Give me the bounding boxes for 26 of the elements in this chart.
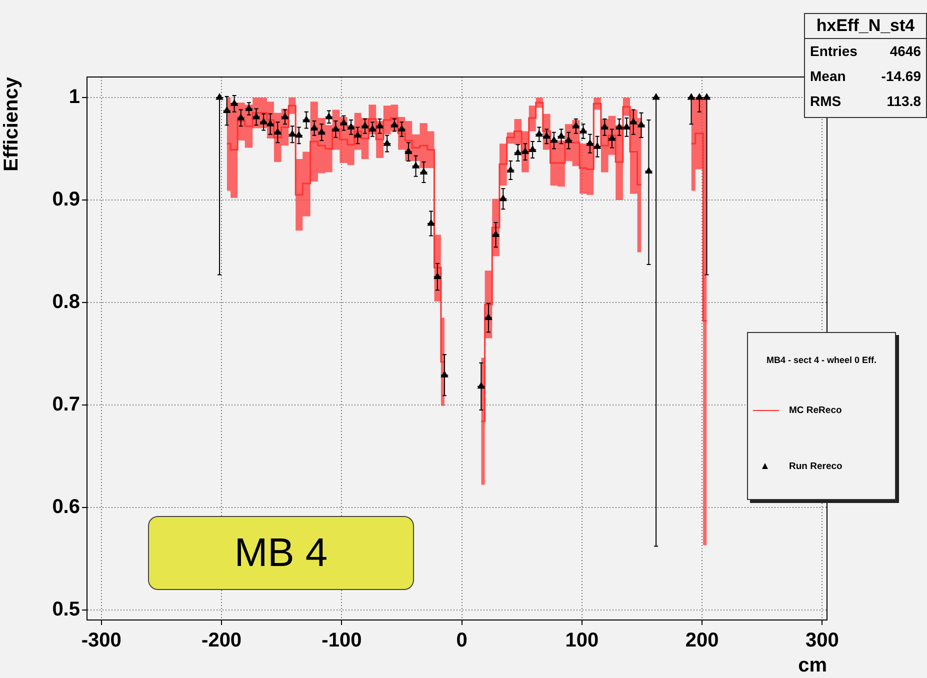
x-tick-label: -300: [81, 630, 122, 652]
x-tick-label: 100: [565, 630, 599, 652]
y-tick-label: 0.9: [52, 188, 80, 210]
text: 4646: [890, 42, 921, 61]
text: Entries: [810, 42, 858, 61]
x-axis-title: cm: [798, 654, 827, 677]
x-tick-label: -200: [202, 630, 242, 652]
x-tick-label: -100: [322, 630, 362, 652]
annotation: Mean: [810, 67, 846, 86]
y-tick-label: 0.8: [52, 290, 80, 313]
y-tick-label: 1: [68, 86, 80, 108]
legend-label: Run Rereco: [789, 461, 842, 472]
label-box: MB 4: [148, 516, 414, 590]
x-tick-label: 0: [456, 630, 468, 652]
x-tick-label: 300: [806, 630, 839, 652]
text: -14.69: [881, 67, 921, 86]
y-tick-label: 0.6: [52, 496, 80, 518]
x-tick-label: 200: [685, 630, 719, 652]
y-axis-title: Efficiency: [0, 76, 23, 172]
y-tick-label: 0.7: [52, 393, 80, 416]
text: hxEff_N_st4: [805, 14, 926, 39]
legend-label: MC ReReco: [789, 405, 842, 416]
legend-title: MB4 - sect 4 - wheel 0 Eff.: [765, 355, 878, 365]
text: 113.8: [886, 92, 921, 111]
annotation: RMS: [810, 92, 842, 111]
y-tick-label: 0.5: [52, 598, 80, 620]
